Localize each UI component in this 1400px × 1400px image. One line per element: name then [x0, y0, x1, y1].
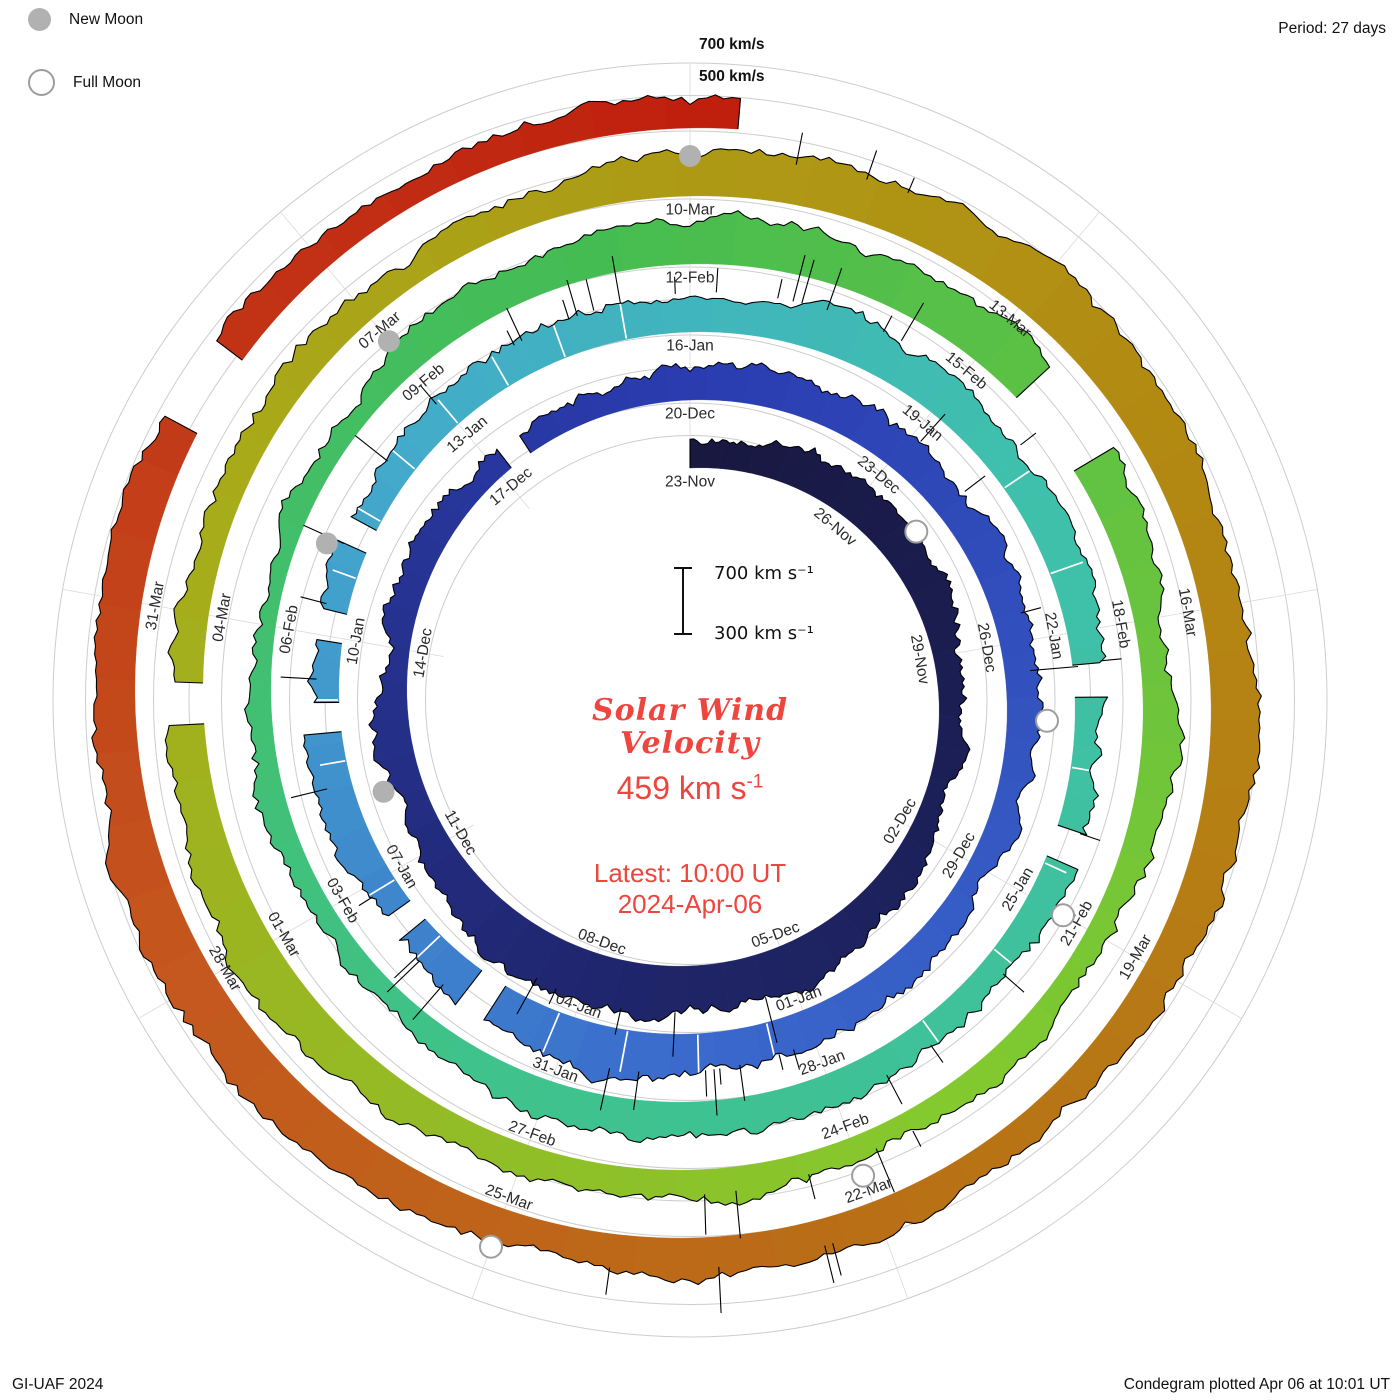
date-label: 16-Jan — [666, 337, 713, 354]
plot-timestamp: Condegram plotted Apr 06 at 10:01 UT — [1123, 1376, 1390, 1393]
axis-label-500: 500 km/s — [699, 68, 765, 85]
date-label: 20-Dec — [665, 405, 715, 422]
velocity-scale-bar — [674, 567, 692, 635]
moon-markers — [315, 145, 1075, 1259]
velocity-spikes — [280, 132, 1122, 1314]
scale-label-700: 700 km s⁻¹ — [714, 563, 814, 584]
moon-legend: New Moon Full Moon — [28, 8, 143, 134]
date-label: 12-Feb — [665, 269, 714, 286]
legend-new-moon-label: New Moon — [69, 10, 144, 28]
full-moon-marker — [479, 1234, 503, 1259]
date-label: 31-Mar — [143, 580, 168, 631]
full-moon-marker — [1035, 708, 1059, 733]
latest-velocity-value: 459 km s-1 — [617, 770, 764, 807]
velocity-band — [91, 94, 1262, 1285]
date-label: 14-Dec — [410, 627, 435, 679]
legend-full-moon-label: Full Moon — [73, 73, 142, 91]
velocity-exponent: -1 — [746, 771, 764, 793]
new-moon-icon — [28, 8, 51, 31]
full-moon-marker — [851, 1163, 876, 1188]
period-label: Period: 27 days — [1278, 20, 1386, 37]
legend-new-moon: New Moon — [28, 8, 143, 31]
chart-title-line2: Velocity — [620, 726, 760, 761]
new-moon-marker — [315, 532, 338, 555]
date-label: 04-Mar — [210, 592, 235, 643]
chart-title: Solar Wind Velocity — [592, 694, 788, 760]
credit-label: GI-UAF 2024 — [12, 1376, 104, 1393]
full-moon-marker — [1051, 903, 1075, 928]
latest-velocity-number: 459 km s — [616, 770, 747, 806]
axis-label-700: 700 km/s — [699, 36, 765, 53]
date-label: 16-Mar — [1175, 587, 1200, 638]
date-label: 22-Jan — [1041, 611, 1066, 661]
date-label: 23-Nov — [665, 473, 715, 490]
date-label: 26-Dec — [974, 622, 999, 674]
date-label: 10-Mar — [665, 201, 714, 218]
full-moon-marker — [904, 519, 929, 544]
full-moon-icon — [28, 69, 55, 96]
date-label: 18-Feb — [1108, 598, 1133, 649]
scale-label-300: 300 km s⁻¹ — [714, 623, 814, 644]
latest-date-label: 2024-Apr-06 — [617, 889, 763, 919]
band-outline — [91, 94, 1262, 1286]
new-moon-marker — [679, 145, 701, 167]
legend-full-moon: Full Moon — [28, 69, 143, 96]
new-moon-marker — [377, 330, 400, 353]
chart-title-line1: Solar Wind — [591, 693, 789, 728]
band-gap-separators — [314, 301, 1099, 1073]
latest-time-label: Latest: 10:00 UT — [593, 858, 787, 888]
date-label: 06-Feb — [277, 604, 302, 655]
new-moon-marker — [372, 780, 395, 803]
date-label: 10-Jan — [344, 616, 369, 666]
date-label: 29-Nov — [907, 633, 932, 685]
